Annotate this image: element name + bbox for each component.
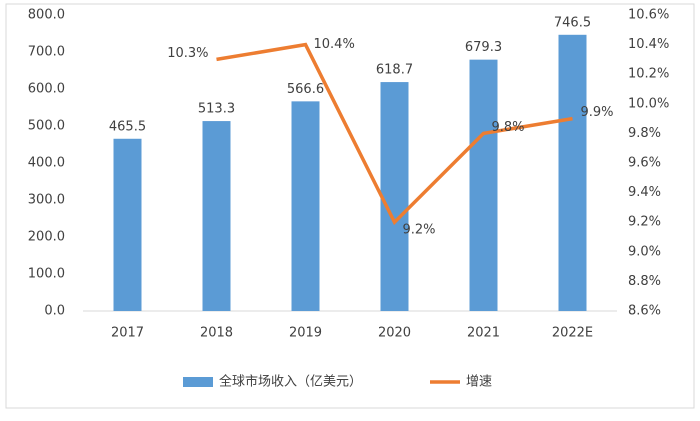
data-label: 9.9% <box>581 105 614 120</box>
y2-tick-label: 9.6% <box>628 156 661 171</box>
y-tick-label: 400.0 <box>28 156 65 171</box>
y2-tick-label: 8.6% <box>628 304 661 319</box>
y-tick-label: 100.0 <box>28 267 65 282</box>
x-tick-label: 2021 <box>467 326 500 341</box>
y-tick-label: 500.0 <box>28 119 65 134</box>
data-label: 465.5 <box>109 119 146 134</box>
y-tick-label: 700.0 <box>28 45 65 60</box>
x-tick-label: 2022E <box>552 326 593 341</box>
data-label: 618.7 <box>376 63 413 78</box>
y-tick-label: 0.0 <box>44 304 65 319</box>
bar <box>380 82 409 312</box>
legend-label: 增速 <box>466 375 492 390</box>
y2-tick-label: 9.0% <box>628 244 661 259</box>
y2-tick-label: 9.8% <box>628 126 661 141</box>
legend-swatch <box>183 377 213 387</box>
data-label: 746.5 <box>554 15 591 30</box>
y2-tick-label: 10.0% <box>628 96 669 111</box>
y-tick-label: 300.0 <box>28 193 65 208</box>
bar <box>202 121 231 311</box>
bar <box>113 138 142 311</box>
y-tick-label: 200.0 <box>28 230 65 245</box>
y2-tick-label: 10.6% <box>628 8 669 23</box>
y2-tick-label: 8.8% <box>628 274 661 289</box>
x-tick-label: 2018 <box>200 326 233 341</box>
bar <box>469 59 498 312</box>
y2-tick-label: 9.2% <box>628 215 661 230</box>
data-label: 10.4% <box>314 37 355 52</box>
x-tick-label: 2019 <box>289 326 322 341</box>
data-label: 566.6 <box>287 82 324 97</box>
y2-tick-label: 9.4% <box>628 185 661 200</box>
chart-border <box>5 3 695 409</box>
data-label: 10.3% <box>167 46 208 61</box>
data-label: 9.2% <box>403 223 436 238</box>
x-tick-label: 2017 <box>111 326 144 341</box>
y2-tick-label: 10.2% <box>628 67 669 82</box>
data-label: 513.3 <box>198 102 235 117</box>
bar <box>558 34 587 312</box>
bar <box>291 101 320 311</box>
y-tick-label: 800.0 <box>28 8 65 23</box>
data-label: 679.3 <box>465 40 502 55</box>
y-tick-label: 600.0 <box>28 82 65 97</box>
line <box>216 42 573 226</box>
x-tick-label: 2020 <box>378 326 411 341</box>
data-label: 9.8% <box>492 120 525 135</box>
y2-tick-label: 10.4% <box>628 37 669 52</box>
legend-label: 全球市场收入（亿美元） <box>219 374 362 390</box>
